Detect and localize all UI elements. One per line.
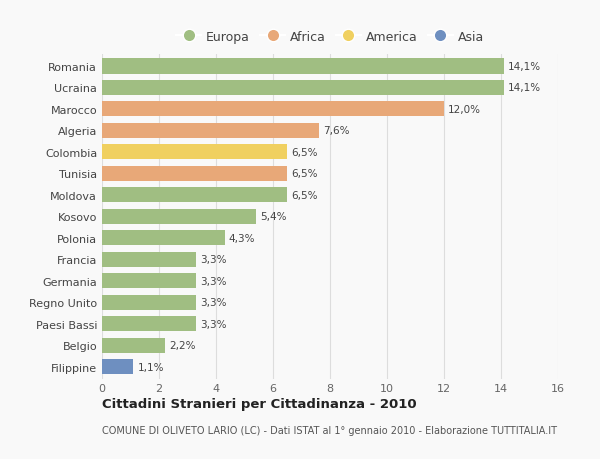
Bar <box>102 209 256 224</box>
Bar <box>102 102 444 117</box>
Text: 5,4%: 5,4% <box>260 212 287 222</box>
Text: 3,3%: 3,3% <box>200 297 227 308</box>
Legend: Europa, Africa, America, Asia: Europa, Africa, America, Asia <box>171 26 489 49</box>
Text: 12,0%: 12,0% <box>448 105 481 115</box>
Text: 6,5%: 6,5% <box>292 169 318 179</box>
Bar <box>102 317 196 331</box>
Text: 14,1%: 14,1% <box>508 62 541 72</box>
Bar <box>102 274 196 289</box>
Bar <box>102 81 504 96</box>
Bar <box>102 359 133 375</box>
Text: 3,3%: 3,3% <box>200 276 227 286</box>
Bar <box>102 167 287 181</box>
Bar <box>102 295 196 310</box>
Text: COMUNE DI OLIVETO LARIO (LC) - Dati ISTAT al 1° gennaio 2010 - Elaborazione TUTT: COMUNE DI OLIVETO LARIO (LC) - Dati ISTA… <box>102 425 557 435</box>
Bar <box>102 188 287 203</box>
Text: 7,6%: 7,6% <box>323 126 349 136</box>
Bar <box>102 145 287 160</box>
Text: 1,1%: 1,1% <box>137 362 164 372</box>
Bar <box>102 338 164 353</box>
Text: 3,3%: 3,3% <box>200 319 227 329</box>
Text: 2,2%: 2,2% <box>169 341 196 351</box>
Text: 6,5%: 6,5% <box>292 148 318 157</box>
Text: 4,3%: 4,3% <box>229 233 256 243</box>
Text: 6,5%: 6,5% <box>292 190 318 201</box>
Bar <box>102 252 196 267</box>
Bar <box>102 59 504 74</box>
Bar <box>102 123 319 139</box>
Text: Cittadini Stranieri per Cittadinanza - 2010: Cittadini Stranieri per Cittadinanza - 2… <box>102 397 416 410</box>
Text: 14,1%: 14,1% <box>508 83 541 93</box>
Text: 3,3%: 3,3% <box>200 255 227 265</box>
Bar <box>102 231 224 246</box>
